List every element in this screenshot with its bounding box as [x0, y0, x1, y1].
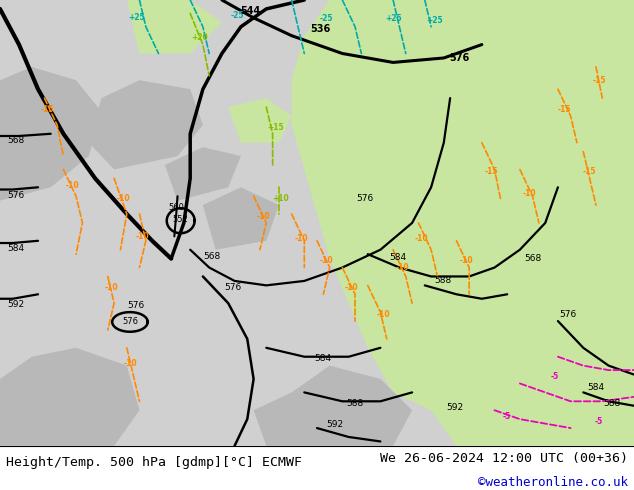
Text: -10: -10 [396, 263, 410, 272]
Polygon shape [228, 98, 292, 143]
Text: 560: 560 [168, 203, 184, 212]
Text: -10: -10 [459, 256, 473, 266]
Text: -10: -10 [104, 283, 118, 292]
Text: Height/Temp. 500 hPa [gdmp][°C] ECMWF: Height/Temp. 500 hPa [gdmp][°C] ECMWF [6, 456, 302, 469]
Text: -10: -10 [123, 359, 137, 368]
Text: -10: -10 [136, 232, 150, 241]
Text: 584: 584 [389, 253, 407, 262]
Text: -10: -10 [345, 283, 359, 292]
Polygon shape [165, 147, 241, 201]
Text: 568: 568 [524, 254, 541, 263]
Text: -15: -15 [41, 105, 55, 114]
Text: -25: -25 [231, 11, 245, 20]
Text: 544: 544 [240, 6, 261, 16]
Text: 576: 576 [127, 301, 145, 310]
Text: 552: 552 [173, 215, 188, 224]
Text: 576: 576 [356, 194, 373, 203]
Polygon shape [292, 0, 634, 446]
Text: -10: -10 [415, 234, 429, 243]
Polygon shape [0, 348, 139, 446]
Polygon shape [254, 366, 412, 446]
Text: We 26-06-2024 12:00 UTC (00+36): We 26-06-2024 12:00 UTC (00+36) [380, 452, 628, 465]
Text: -10: -10 [522, 190, 536, 198]
Text: +10: +10 [272, 194, 288, 203]
Text: 568: 568 [204, 252, 221, 261]
Text: 588: 588 [603, 399, 621, 408]
Text: +25: +25 [385, 14, 401, 23]
Text: -5: -5 [503, 413, 512, 421]
Polygon shape [0, 67, 101, 201]
Text: -10: -10 [66, 180, 80, 190]
Text: 588: 588 [346, 399, 364, 408]
Text: -5: -5 [550, 372, 559, 381]
Text: -10: -10 [117, 194, 131, 203]
Text: 592: 592 [446, 403, 464, 413]
Text: +20: +20 [191, 33, 208, 43]
Text: 576: 576 [122, 317, 138, 326]
Polygon shape [127, 0, 222, 53]
Text: 568: 568 [7, 136, 25, 145]
Polygon shape [203, 187, 279, 250]
Text: 592: 592 [7, 299, 25, 309]
Text: -10: -10 [377, 310, 391, 319]
Text: -10: -10 [320, 256, 333, 266]
Text: 584: 584 [7, 245, 25, 253]
Text: 584: 584 [587, 383, 605, 392]
Polygon shape [89, 80, 203, 170]
Text: -15: -15 [592, 76, 606, 85]
Text: -15: -15 [583, 167, 597, 176]
Text: 592: 592 [326, 420, 344, 429]
Text: 576: 576 [224, 283, 242, 292]
Text: -25: -25 [320, 14, 333, 23]
Text: 576: 576 [450, 53, 470, 63]
Text: 576: 576 [559, 310, 576, 319]
Text: -15: -15 [557, 105, 571, 114]
Text: 576: 576 [7, 191, 25, 200]
Text: +25: +25 [128, 13, 145, 23]
Text: -10: -10 [294, 234, 308, 243]
Text: ©weatheronline.co.uk: ©weatheronline.co.uk [477, 476, 628, 489]
Text: +15: +15 [268, 122, 284, 132]
Text: -15: -15 [484, 167, 498, 176]
Text: 536: 536 [310, 24, 330, 34]
Text: -5: -5 [595, 417, 604, 426]
Text: -10: -10 [256, 212, 270, 221]
Polygon shape [0, 0, 634, 446]
Text: 584: 584 [314, 354, 332, 364]
Text: +25: +25 [426, 16, 443, 24]
Text: 588: 588 [434, 275, 451, 285]
